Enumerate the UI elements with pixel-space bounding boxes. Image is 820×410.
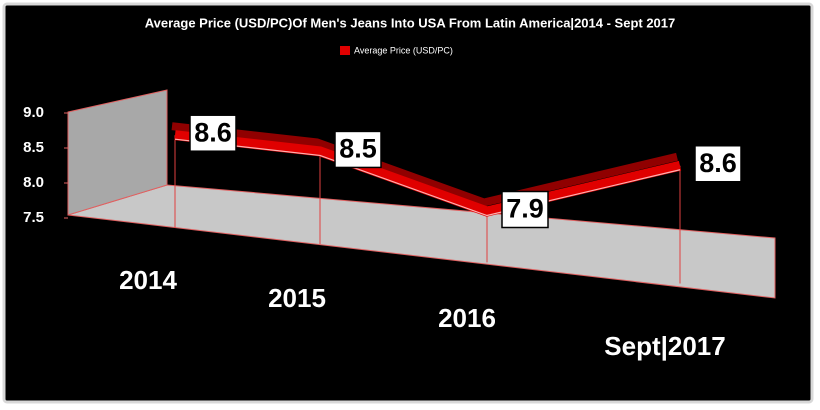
back-wall	[67, 89, 168, 216]
data-label-box	[501, 190, 549, 229]
chart-frame	[2, 2, 814, 404]
data-label-box	[694, 145, 742, 183]
x-tick-label: Sept|2017	[604, 331, 725, 361]
x-tick-label: 2014	[119, 265, 177, 295]
data-label-box	[189, 114, 237, 152]
data-label: 7.9	[506, 194, 544, 224]
data-label: 8.6	[194, 117, 232, 147]
ribbon-edge	[174, 138, 681, 217]
y-tick-label: 8.0	[23, 174, 44, 191]
x-tick-label: 2015	[268, 283, 326, 313]
legend-swatch	[340, 46, 350, 55]
y-tick-label: 7.5	[23, 209, 44, 226]
data-label: 8.6	[699, 148, 737, 178]
y-tick-label: 9.0	[23, 104, 44, 121]
series-line	[174, 130, 682, 217]
data-label-box	[334, 130, 382, 169]
data-label: 8.5	[339, 134, 377, 164]
ribbon-top	[171, 122, 678, 207]
chart-title: Average Price (USD/PC)Of Men's Jeans Int…	[145, 15, 676, 30]
legend-label: Average Price (USD/PC)	[354, 45, 453, 55]
y-tick-label: 8.5	[23, 139, 44, 156]
x-tick-label: 2016	[438, 303, 496, 333]
